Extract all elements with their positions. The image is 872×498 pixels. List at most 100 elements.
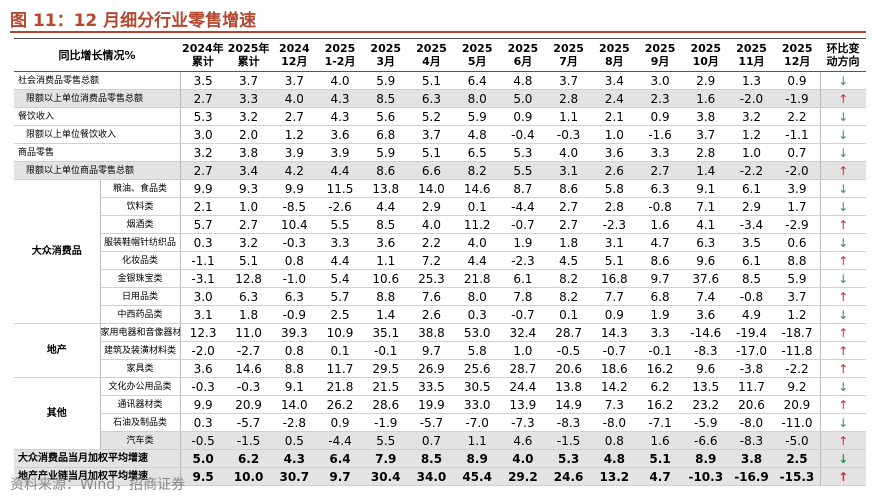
trend-arrow: ↑	[819, 323, 866, 342]
value-cell: 4.4	[454, 251, 501, 270]
header-cell: 2025 3月	[362, 38, 409, 72]
row-label: 限额以上单位餐饮收入	[14, 125, 180, 144]
value-cell: 3.2	[728, 107, 775, 126]
value-cell: 7.8	[500, 287, 546, 306]
value-cell: 5.9	[454, 107, 501, 126]
table-row: 商品零售 3.2 3.8 3.9 3.9 5.9 5.1 6.5 5.3 4.0 3.6 3.3 2.8…	[14, 143, 866, 162]
value-cell: 2.0	[225, 125, 272, 144]
header-top: 2025	[690, 42, 722, 55]
value-cell: 4.4	[317, 161, 363, 180]
value-cell: 3.1	[179, 305, 226, 324]
row-label: 限额以上单位商品零售总额	[14, 161, 180, 180]
value-cell: 4.9	[728, 305, 775, 324]
table-body: 社会消费品零售总额 3.5 3.7 3.7 4.0 5.9 5.1 6.4 4.8 3.7 3.4 3…	[14, 71, 866, 486]
value-cell: 6.3	[682, 233, 729, 252]
value-cell: -7.3	[500, 413, 546, 432]
value-cell: 6.1	[500, 269, 546, 288]
table-row: 地产产业链当月加权平均增速 9.5 10.0 30.7 9.7 30.4 34.0 45.4 2…	[14, 467, 866, 486]
value-cell: 1.8	[225, 305, 272, 324]
table-row: 通讯器材类 9.9 20.9 14.0 26.2 28.6 19.9 33.0 13.9 14.9…	[14, 395, 866, 414]
value-cell: 0.9	[317, 413, 363, 432]
row-label: 服装鞋帽针纺织品	[100, 233, 180, 252]
value-cell: 39.3	[271, 323, 318, 342]
value-cell: 1.2	[774, 305, 821, 324]
value-cell: 1.3	[728, 71, 775, 90]
header-top: 2025	[553, 42, 584, 55]
value-cell: 3.8	[225, 143, 272, 162]
header-bottom: 12月	[784, 55, 811, 68]
value-cell: 3.6	[591, 143, 638, 162]
row-label: 限额以上单位消费品零售总额	[14, 89, 180, 108]
value-cell: 2.5	[774, 449, 821, 468]
trend-arrow: ↑	[819, 287, 866, 306]
header-bottom: 12月	[281, 55, 308, 68]
value-cell: -2.6	[317, 197, 363, 216]
header-cell: 2025年 累计	[225, 38, 272, 72]
value-cell: 8.0	[454, 89, 501, 108]
table-row: 限额以上单位商品零售总额 2.7 3.4 4.2 4.4 8.6 6.6 8.2 5.5 3.1 2…	[14, 161, 866, 180]
header-top: 2025	[644, 42, 676, 55]
value-cell: 0.3	[179, 413, 226, 432]
value-cell: 3.3	[225, 89, 272, 108]
value-cell: 0.8	[591, 431, 638, 450]
value-cell: 3.2	[225, 233, 272, 252]
value-cell: 7.1	[682, 197, 729, 216]
trend-arrow: ↓	[819, 449, 866, 468]
value-cell: 8.5	[362, 215, 409, 234]
value-cell: 5.8	[591, 179, 638, 198]
row-label: 通讯器材类	[100, 395, 180, 414]
value-cell: -1.5	[545, 431, 592, 450]
value-cell: 3.6	[179, 359, 226, 378]
header-top: 2025	[416, 42, 447, 55]
value-cell: 2.8	[682, 143, 729, 162]
value-cell: 0.6	[774, 233, 821, 252]
value-cell: 0.8	[271, 341, 318, 360]
value-cell: 9.9	[179, 179, 226, 198]
value-cell: 4.0	[545, 143, 592, 162]
value-cell: 4.4	[362, 197, 409, 216]
header-bottom: 4月	[422, 55, 441, 68]
value-cell: 3.7	[271, 71, 318, 90]
value-cell: 8.2	[454, 161, 501, 180]
value-cell: 5.1	[591, 251, 638, 270]
value-cell: 8.0	[454, 287, 501, 306]
value-cell: -1.1	[774, 125, 821, 144]
value-cell: 32.4	[500, 323, 546, 342]
group-label: 地产	[14, 323, 101, 378]
value-cell: 26.9	[408, 359, 455, 378]
value-cell: 4.8	[454, 125, 501, 144]
value-cell: 5.0	[500, 89, 546, 108]
value-cell: 12.8	[225, 269, 272, 288]
value-cell: 3.6	[682, 305, 729, 324]
value-cell: 4.0	[271, 89, 318, 108]
value-cell: 1.0	[728, 143, 775, 162]
value-cell: 0.1	[454, 197, 501, 216]
value-cell: 9.3	[225, 179, 272, 198]
value-cell: 3.3	[637, 143, 683, 162]
value-cell: 28.7	[545, 323, 592, 342]
table-row: 大众消费品 粮油、食品类 9.9 9.3 9.9 11.5 13.8 14.0 14.6 8.7 8…	[14, 179, 866, 324]
value-cell: -2.0	[728, 89, 775, 108]
trend-arrow: ↓	[819, 269, 866, 288]
value-cell: 1.6	[682, 89, 729, 108]
value-cell: 2.7	[179, 161, 226, 180]
value-cell: -2.2	[728, 161, 775, 180]
value-cell: 2.9	[682, 71, 729, 90]
value-cell: -0.3	[179, 377, 226, 396]
value-cell: 4.7	[637, 233, 683, 252]
row-label: 化妆品类	[100, 251, 180, 270]
value-cell: 3.6	[317, 125, 363, 144]
row-label: 饮料类	[100, 197, 180, 216]
value-cell: 0.9	[591, 305, 638, 324]
value-cell: 2.7	[271, 107, 318, 126]
value-cell: -8.3	[545, 413, 592, 432]
header-cell: 2025 8月	[591, 38, 638, 72]
value-cell: 2.9	[408, 197, 455, 216]
trend-arrow: ↑	[819, 359, 866, 378]
header-top: 同比增长情况%	[58, 48, 136, 62]
trend-arrow: ↑	[819, 431, 866, 450]
value-cell: 4.8	[500, 71, 546, 90]
value-cell: 29.2	[500, 467, 546, 486]
value-cell: 7.3	[591, 395, 638, 414]
value-cell: 6.5	[454, 143, 501, 162]
